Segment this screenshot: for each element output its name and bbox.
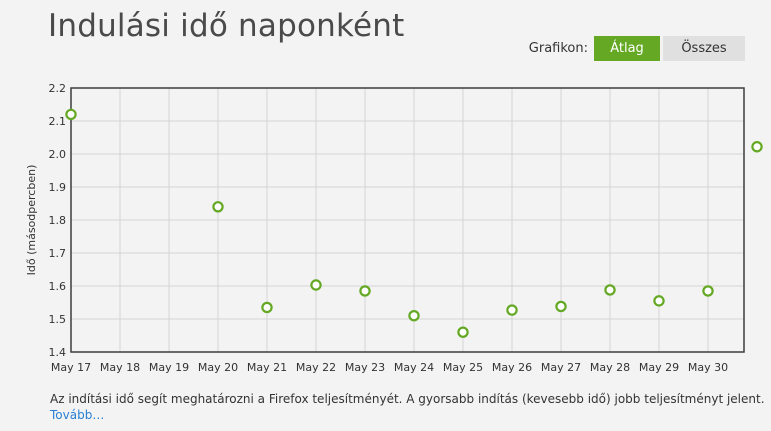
average-button[interactable]: Átlag [594,36,660,61]
data-point[interactable] [555,300,567,313]
x-tick-labels: May 17 May 18 May 19 May 20 May 21 May 22 May … [51,361,728,374]
plot-frame [70,87,745,353]
data-point[interactable] [359,285,371,297]
more-link[interactable]: Tovább… [50,408,105,422]
y-tick-label: 2.2 [49,82,67,95]
x-tick-label: May 21 [247,361,287,374]
x-tick-label: May 24 [394,361,434,374]
x-tick-label: May 20 [198,361,238,374]
x-tick-label: May 19 [149,361,189,374]
data-points [65,108,763,338]
y-tick-label: 1.9 [49,181,67,194]
y-tick-labels: 1.4 1.5 1.6 1.7 1.8 1.9 2.0 2.1 2.2 [49,82,67,359]
chart-mode-toggle: Grafikon: Átlag Összes [529,36,745,61]
y-tick-label: 1.5 [49,313,67,326]
data-point[interactable] [261,301,273,314]
x-tick-label: May 22 [296,361,336,374]
x-tick-label: May 27 [541,361,581,374]
y-tick-label: 2.1 [49,115,67,128]
data-point[interactable] [310,279,322,291]
data-point[interactable] [653,295,665,307]
x-tick-label: May 25 [443,361,483,374]
data-point[interactable] [751,141,763,153]
startup-time-chart: 1.4 1.5 1.6 1.7 1.8 1.9 2.0 2.1 2.2 May 17 May 18… [25,82,763,374]
x-tick-label: May 28 [590,361,630,374]
data-point[interactable] [702,285,714,297]
all-button[interactable]: Összes [663,36,745,61]
y-tick-label: 2.0 [49,148,67,161]
data-point[interactable] [457,326,469,338]
data-point[interactable] [506,304,518,316]
x-tick-label: May 23 [345,361,385,374]
chart-mode-label: Grafikon: [528,41,588,56]
y-tick-label: 1.4 [49,346,67,359]
x-tick-label: May 18 [100,361,140,374]
page-title: Indulási idő naponként [48,8,405,44]
grid-lines [70,87,744,353]
y-tick-label: 1.7 [49,247,67,260]
x-tick-label: May 30 [688,361,728,374]
y-tick-label: 1.8 [49,214,67,227]
footer-text: Az indítási idő segít meghatározni a Fir… [50,392,765,406]
data-point[interactable] [604,284,616,296]
data-point[interactable] [65,108,77,121]
x-tick-label: May 17 [51,361,91,374]
data-point[interactable] [408,310,420,322]
x-tick-label: May 29 [639,361,679,374]
y-tick-label: 1.6 [49,280,67,293]
data-point[interactable] [212,201,224,213]
footer-description: Az indítási idő segít meghatározni a Fir… [50,391,770,423]
y-axis-label: Idő (másodpercben) [25,165,38,276]
x-tick-label: May 26 [492,361,532,374]
